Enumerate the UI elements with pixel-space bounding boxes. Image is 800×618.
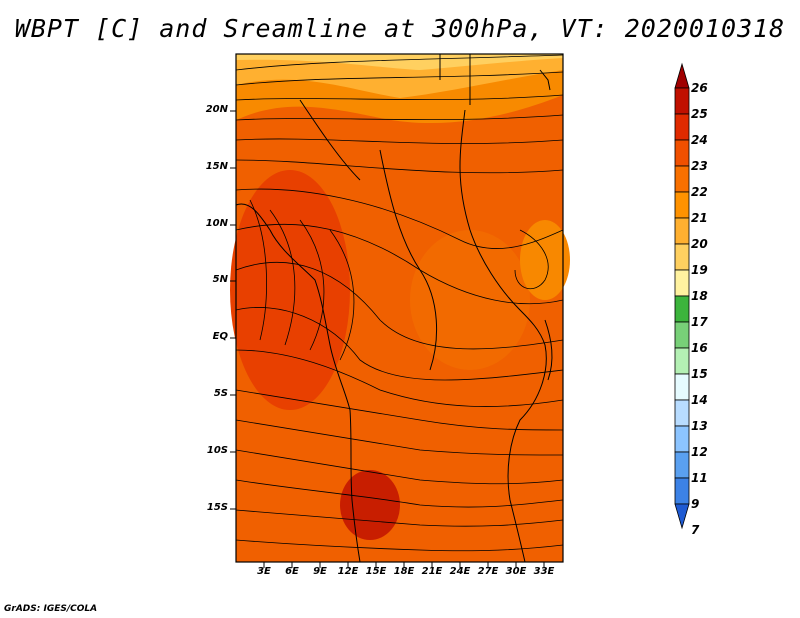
colorbar-swatch: [674, 477, 690, 505]
colorbar-swatch: [674, 165, 690, 193]
wbpt-band-19: [236, 54, 563, 70]
coastlines: [235, 54, 553, 563]
lon-label-12e: 12E: [337, 566, 359, 577]
colorbar-label: 13: [691, 419, 708, 433]
colorbar-swatch: [674, 373, 690, 401]
colorbar: [674, 62, 690, 530]
colorbar-swatch: [674, 321, 690, 349]
colorbar-label: 11: [691, 471, 708, 485]
lat-ticks: [230, 110, 236, 510]
colorbar-swatch: [674, 269, 690, 297]
colorbar-label: 19: [691, 263, 708, 277]
colorbar-swatch: [674, 191, 690, 219]
lat-label-5s: 5S: [213, 388, 228, 399]
colorbar-label: 22: [691, 185, 708, 199]
colorbar-label: 14: [691, 393, 708, 407]
colorbar-label: 24: [691, 133, 708, 147]
colorbar-label: 16: [691, 341, 708, 355]
colorbar-label: 12: [691, 445, 708, 459]
lon-ticks: [263, 562, 545, 568]
colorbar-swatch: [674, 347, 690, 375]
lat-label-10n: 10N: [205, 218, 228, 229]
lat-label-5n: 5N: [212, 274, 228, 285]
lon-label-27e: 27E: [477, 566, 499, 577]
streamlines: [235, 54, 564, 552]
wbpt-band-20: [236, 54, 563, 98]
lon-label-15e: 15E: [365, 566, 387, 577]
colorbar-label: 18: [691, 289, 708, 303]
colorbar-label: 26: [691, 81, 708, 95]
colorbar-swatch: [674, 451, 690, 479]
lat-label-eq: EQ: [212, 331, 228, 342]
colorbar-swatch: [674, 139, 690, 167]
colorbar-label: 20: [691, 237, 708, 251]
colorbar-swatch: [674, 87, 690, 115]
lon-label-30e: 30E: [505, 566, 527, 577]
plot-frame: [235, 53, 564, 563]
lat-label-10s: 10S: [206, 445, 228, 456]
colorbar-swatch: [674, 217, 690, 245]
colorbar-label: 21: [691, 211, 708, 225]
wbpt-warm-west: [230, 170, 350, 410]
wbpt-east-cool: [520, 220, 570, 300]
colorbar-label: 15: [691, 367, 708, 381]
colorbar-swatch: [674, 243, 690, 271]
lat-label-20n: 20N: [205, 104, 228, 115]
colorbar-swatch: [674, 399, 690, 427]
wbpt-warm-south: [340, 470, 400, 540]
colorbar-bottom-arrow: [674, 503, 690, 530]
colorbar-label: 9: [691, 497, 700, 511]
wbpt-east-region: [410, 230, 530, 370]
lon-label-33e: 33E: [533, 566, 555, 577]
lon-label-3e: 3E: [257, 566, 271, 577]
colorbar-label: 17: [691, 315, 708, 329]
lon-label-24e: 24E: [449, 566, 471, 577]
lat-label-15s: 15S: [206, 502, 228, 513]
colorbar-top-arrow: [674, 62, 690, 89]
lon-label-18e: 18E: [393, 566, 415, 577]
lon-label-21e: 21E: [421, 566, 443, 577]
colorbar-swatch: [674, 425, 690, 453]
map-title: WBPT [C] and Sreamline at 300hPa, VT: 20…: [14, 14, 786, 43]
lat-label-15n: 15N: [205, 161, 228, 172]
colorbar-label: 23: [691, 159, 708, 173]
lon-label-6e: 6E: [285, 566, 299, 577]
colorbar-swatch: [674, 113, 690, 141]
colorbar-label: 7: [691, 523, 700, 537]
colorbar-label: 25: [691, 107, 708, 121]
lon-label-9e: 9E: [313, 566, 327, 577]
credit-text: GrADS: IGES/COLA: [4, 604, 98, 614]
colorbar-swatch: [674, 295, 690, 323]
